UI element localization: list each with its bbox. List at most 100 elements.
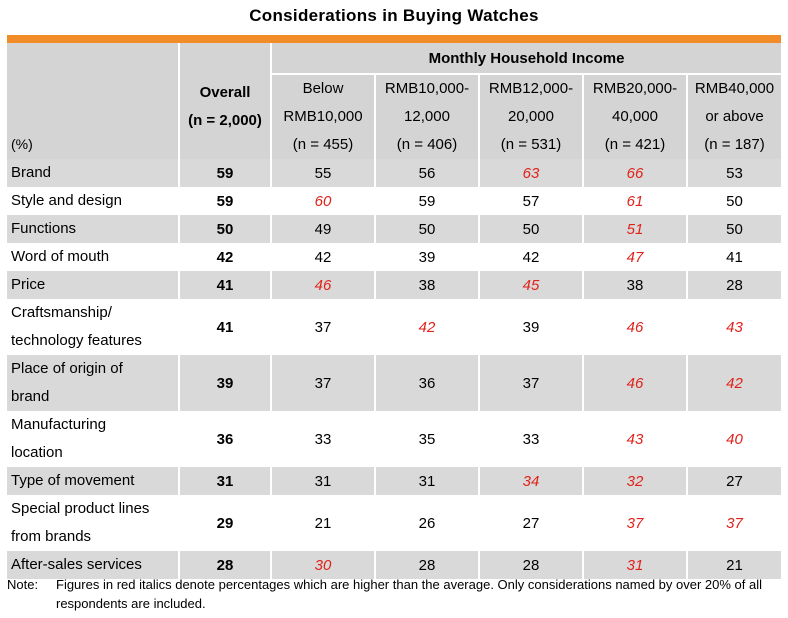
- income-value: 31: [582, 551, 687, 579]
- income-group-3-header: RMB12,000- 20,000 (n = 531): [478, 74, 583, 159]
- income-group-2-header: RMB10,000- 12,000 (n = 406): [374, 74, 479, 159]
- income-value: 33: [270, 411, 375, 467]
- income-value: 47: [582, 243, 687, 271]
- income-group-line1: RMB40,000: [694, 80, 775, 97]
- income-value: 40: [685, 411, 782, 467]
- pct-unit-label: (%): [11, 136, 33, 152]
- overall-value: 39: [178, 355, 271, 411]
- income-group-line1: RMB20,000-: [592, 80, 678, 97]
- row-label: Place of origin of brand: [7, 355, 179, 411]
- income-value: 28: [374, 551, 479, 579]
- income-value: 50: [478, 215, 583, 243]
- overall-value: 31: [178, 467, 271, 495]
- income-value: 50: [685, 215, 782, 243]
- income-value: 32: [582, 467, 687, 495]
- income-value: 42: [685, 355, 782, 411]
- income-value: 57: [478, 187, 583, 215]
- row-label-line2: from brands: [11, 528, 92, 545]
- title-accent-bar: [7, 35, 781, 43]
- income-value: 28: [478, 551, 583, 579]
- row-label-line1: Special product lines: [11, 500, 150, 517]
- income-value: 53: [685, 159, 782, 187]
- income-value: 31: [270, 467, 375, 495]
- income-group-n: (n = 187): [704, 136, 765, 153]
- overall-value: 28: [178, 551, 271, 579]
- overall-value: 50: [178, 215, 271, 243]
- row-label: Price: [7, 271, 179, 299]
- income-group-line2: 40,000: [612, 108, 658, 125]
- row-label: Craftsmanship/technology features: [7, 299, 179, 355]
- income-value: 43: [685, 299, 782, 355]
- income-value: 66: [582, 159, 687, 187]
- income-group-n: (n = 531): [500, 136, 562, 153]
- income-group-n: (n = 421): [604, 136, 666, 153]
- income-group-line1: RMB12,000-: [488, 80, 574, 97]
- income-group-5-header: RMB40,000 or above (n = 187): [685, 74, 782, 159]
- income-value: 30: [270, 551, 375, 579]
- income-value: 37: [270, 299, 375, 355]
- footnote-text: Figures in red italics denote percentage…: [56, 577, 763, 611]
- income-value: 50: [374, 215, 479, 243]
- table-row: Craftsmanship/technology features 41 37 42 3…: [7, 299, 782, 355]
- row-label-line1: Craftsmanship/: [11, 304, 112, 321]
- table-row: Word of mouth 42 42 39 42 47 41: [7, 243, 782, 271]
- overall-header-n: (n = 2,000): [188, 112, 262, 129]
- table-row: Type of movement 31 31 31 34 32 27: [7, 467, 782, 495]
- income-value: 50: [685, 187, 782, 215]
- income-value: 39: [478, 299, 583, 355]
- income-value: 45: [478, 271, 583, 299]
- income-value: 43: [582, 411, 687, 467]
- row-label-line2: brand: [11, 388, 50, 405]
- overall-header: Overall (n = 2,000): [178, 43, 271, 159]
- row-label-line2: technology features: [11, 332, 142, 349]
- income-value: 27: [685, 467, 782, 495]
- table-row: Functions 50 49 50 50 51 50: [7, 215, 782, 243]
- income-group-n: (n = 455): [292, 136, 354, 153]
- row-label: After-sales services: [7, 551, 179, 579]
- income-group-line2: 20,000: [508, 108, 554, 125]
- overall-value: 41: [178, 271, 271, 299]
- income-value: 51: [582, 215, 687, 243]
- income-value: 28: [685, 271, 782, 299]
- income-group-4-header: RMB20,000- 40,000 (n = 421): [582, 74, 687, 159]
- row-label-line1: After-sales services: [11, 556, 142, 573]
- income-value: 46: [270, 271, 375, 299]
- row-label: Brand: [7, 159, 179, 187]
- row-label-line1: Manufacturing: [11, 416, 107, 433]
- overall-value: 29: [178, 495, 271, 551]
- footnote: Note: Figures in red italics denote perc…: [7, 575, 781, 613]
- income-group-header: Monthly Household Income: [269, 43, 782, 75]
- income-value: 59: [374, 187, 479, 215]
- table-row: Place of origin of brand 39 37 36 37 46 42: [7, 355, 782, 411]
- row-label: Style and design: [7, 187, 179, 215]
- income-value: 42: [374, 299, 479, 355]
- income-value: 41: [685, 243, 782, 271]
- table-row: After-sales services 28 30 28 28 31 21: [7, 551, 782, 579]
- row-label-line2: location: [11, 444, 63, 461]
- income-group-line1: RMB10,000-: [384, 80, 470, 97]
- table-row: Style and design 59 60 59 57 61 50: [7, 187, 782, 215]
- income-group-line2: RMB10,000: [283, 108, 363, 125]
- row-label: Functions: [7, 215, 179, 243]
- income-value: 55: [270, 159, 375, 187]
- table-title: Considerations in Buying Watches: [249, 6, 539, 25]
- income-value: 37: [270, 355, 375, 411]
- income-value: 61: [582, 187, 687, 215]
- row-label: Special product lines from brands: [7, 495, 179, 551]
- income-value: 31: [374, 467, 479, 495]
- pct-unit-header: (%): [7, 43, 179, 159]
- income-value: 33: [478, 411, 583, 467]
- income-value: 35: [374, 411, 479, 467]
- overall-value: 42: [178, 243, 271, 271]
- income-value: 26: [374, 495, 479, 551]
- income-value: 37: [582, 495, 687, 551]
- income-value: 42: [270, 243, 375, 271]
- income-value: 34: [478, 467, 583, 495]
- income-value: 56: [374, 159, 479, 187]
- header-row-groups: Below RMB10,000 (n = 455) RMB10,000- 12,000 (…: [7, 74, 782, 159]
- row-label-line1: Brand: [11, 164, 52, 181]
- row-label: Manufacturing location: [7, 411, 179, 467]
- income-value: 49: [270, 215, 375, 243]
- income-value: 60: [270, 187, 375, 215]
- income-value: 27: [478, 495, 583, 551]
